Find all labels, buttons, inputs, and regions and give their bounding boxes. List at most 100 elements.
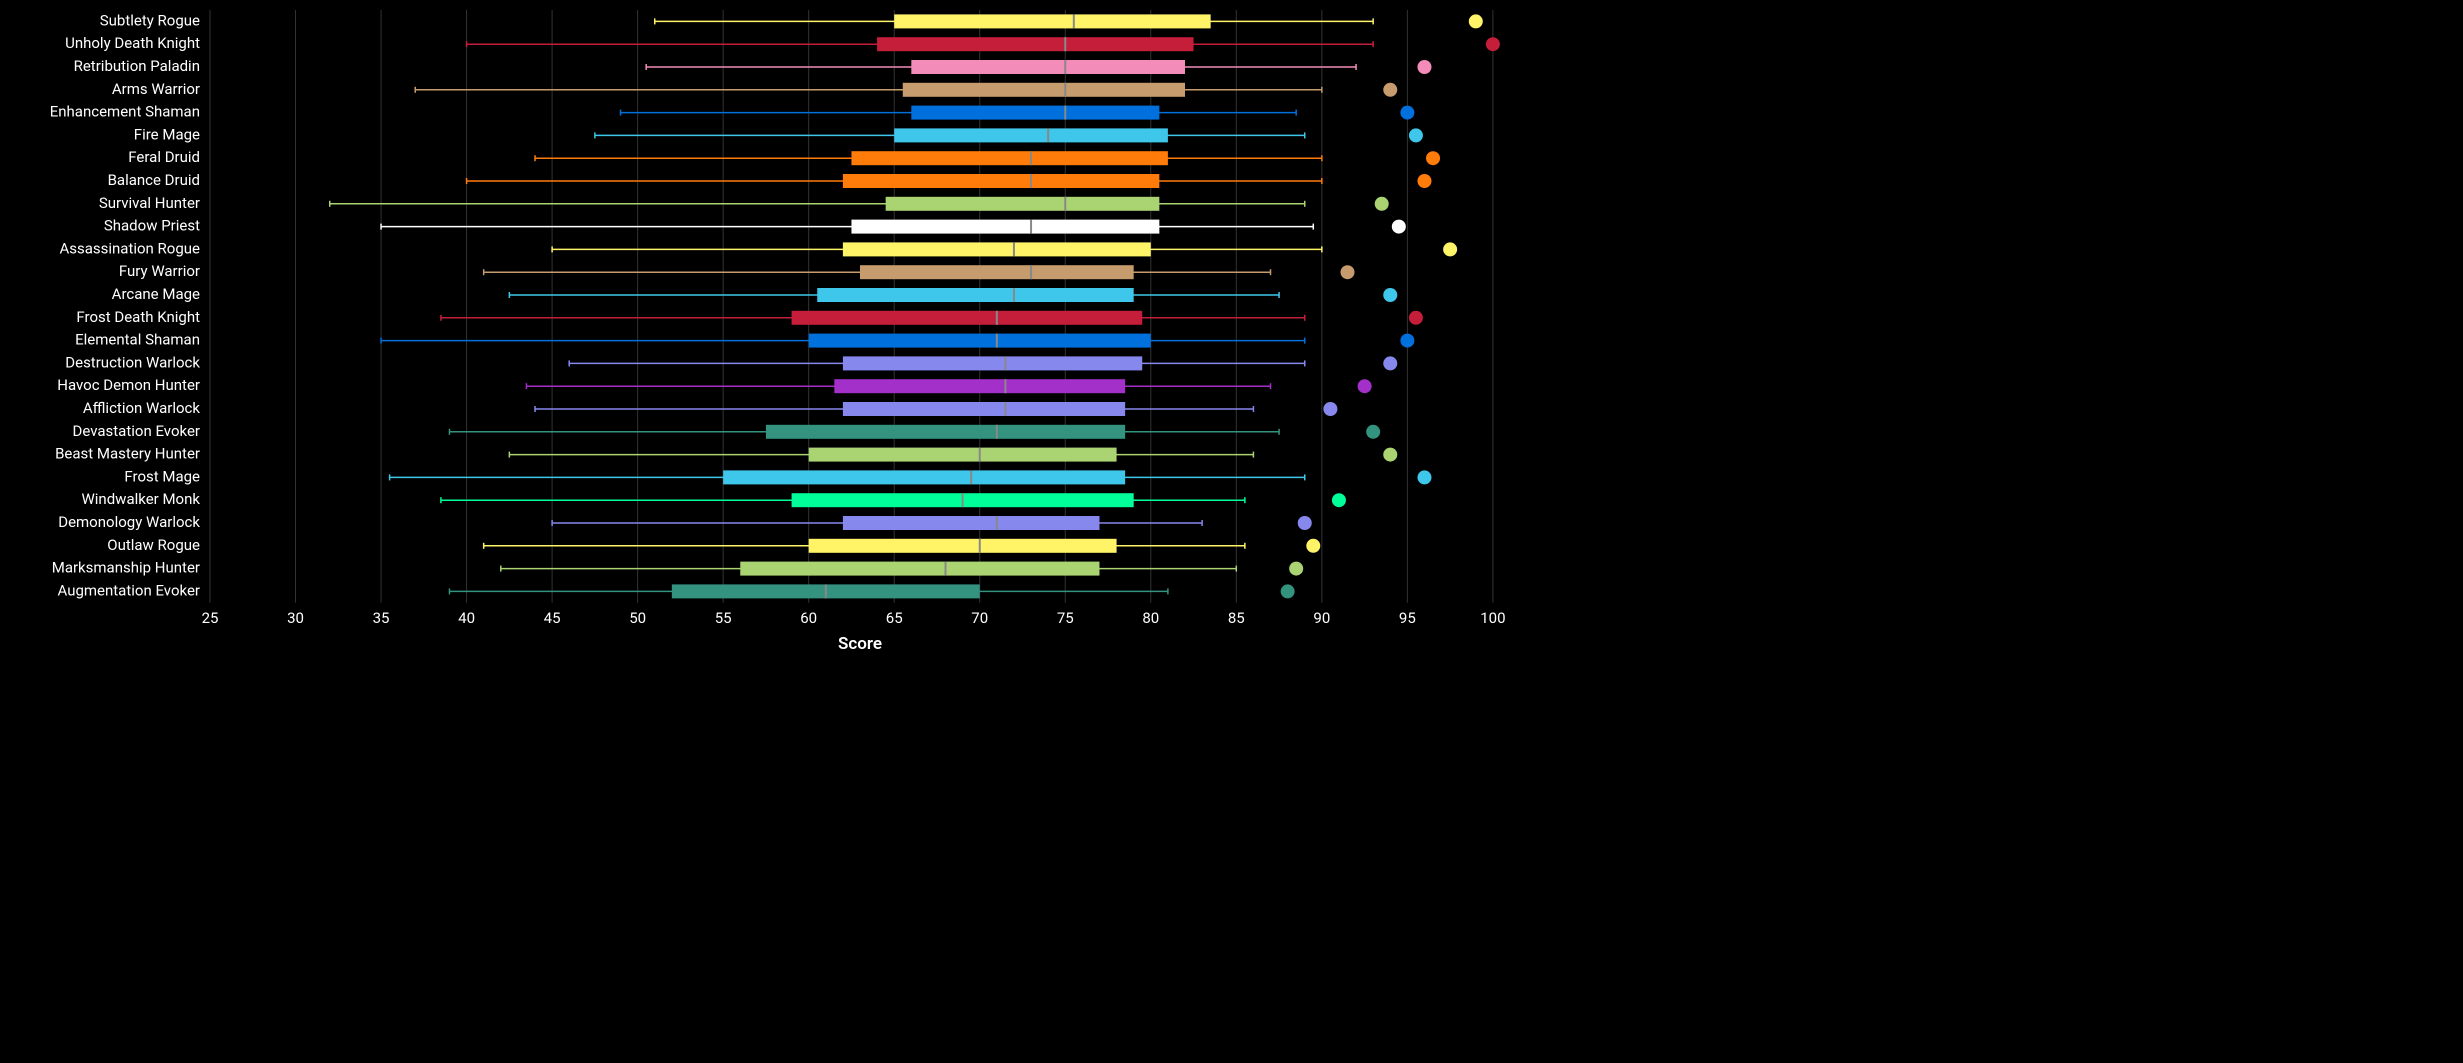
box: [877, 37, 1193, 51]
box: [911, 106, 1159, 120]
spec-label: Arcane Mage: [112, 285, 200, 303]
boxplot-row[interactable]: Assassination Rogue: [59, 239, 1457, 257]
outlier-point[interactable]: [1298, 516, 1312, 530]
boxplot-chart: 253035404550556065707580859095100ScoreSu…: [0, 0, 1540, 665]
spec-label: Balance Druid: [108, 171, 200, 189]
boxplot-row[interactable]: Fire Mage: [134, 125, 1423, 143]
spec-label: Enhancement Shaman: [50, 103, 200, 121]
boxplot-row[interactable]: Retribution Paladin: [74, 57, 1432, 75]
outlier-point[interactable]: [1417, 174, 1431, 188]
spec-label: Beast Mastery Hunter: [55, 445, 200, 463]
outlier-point[interactable]: [1366, 425, 1380, 439]
box: [843, 174, 1159, 188]
box: [851, 151, 1167, 165]
boxplot-row[interactable]: Survival Hunter: [99, 194, 1389, 212]
spec-label: Shadow Priest: [104, 217, 200, 235]
box: [723, 470, 1125, 484]
boxplot-row[interactable]: Frost Death Knight: [76, 308, 1422, 326]
outlier-point[interactable]: [1383, 356, 1397, 370]
outlier-point[interactable]: [1289, 562, 1303, 576]
outlier-point[interactable]: [1486, 37, 1500, 51]
box: [851, 220, 1159, 234]
spec-label: Havoc Demon Hunter: [57, 376, 200, 394]
outlier-point[interactable]: [1375, 197, 1389, 211]
box: [817, 288, 1133, 302]
boxplot-row[interactable]: Balance Druid: [108, 171, 1432, 189]
outlier-point[interactable]: [1409, 128, 1423, 142]
x-tick-label: 65: [886, 609, 903, 627]
boxplot-row[interactable]: Enhancement Shaman: [50, 103, 1415, 121]
x-tick-label: 35: [373, 609, 390, 627]
outlier-point[interactable]: [1306, 539, 1320, 553]
outlier-point[interactable]: [1417, 470, 1431, 484]
spec-label: Affliction Warlock: [83, 399, 201, 417]
outlier-point[interactable]: [1383, 83, 1397, 97]
outlier-point[interactable]: [1281, 584, 1295, 598]
box: [894, 14, 1210, 28]
boxplot-row[interactable]: Windwalker Monk: [81, 490, 1345, 508]
x-tick-label: 55: [715, 609, 732, 627]
box: [886, 197, 1160, 211]
box: [894, 128, 1168, 142]
outlier-point[interactable]: [1332, 493, 1346, 507]
x-tick-label: 85: [1228, 609, 1245, 627]
outlier-point[interactable]: [1400, 106, 1414, 120]
boxplot-row[interactable]: Elemental Shaman: [75, 331, 1414, 349]
outlier-point[interactable]: [1358, 379, 1372, 393]
outlier-point[interactable]: [1383, 288, 1397, 302]
outlier-point[interactable]: [1341, 265, 1355, 279]
outlier-point[interactable]: [1383, 448, 1397, 462]
spec-label: Fury Warrior: [119, 262, 200, 280]
boxplot-row[interactable]: Feral Druid: [128, 148, 1440, 166]
box: [766, 425, 1125, 439]
box: [809, 334, 1151, 348]
boxplot-row[interactable]: Devastation Evoker: [73, 422, 1381, 440]
box: [903, 83, 1185, 97]
boxplot-row[interactable]: Beast Mastery Hunter: [55, 445, 1397, 463]
boxplot-row[interactable]: Arms Warrior: [112, 80, 1397, 98]
x-tick-label: 100: [1480, 609, 1505, 627]
spec-label: Windwalker Monk: [81, 490, 200, 508]
boxplot-row[interactable]: Destruction Warlock: [65, 353, 1397, 371]
boxplot-row[interactable]: Frost Mage: [124, 467, 1431, 485]
boxplot-row[interactable]: Unholy Death Knight: [65, 34, 1500, 52]
box: [860, 265, 1134, 279]
spec-label: Frost Mage: [124, 467, 200, 485]
spec-label: Destruction Warlock: [65, 353, 200, 371]
spec-label: Arms Warrior: [112, 80, 200, 98]
box: [792, 311, 1143, 325]
outlier-point[interactable]: [1443, 242, 1457, 256]
boxplot-row[interactable]: Marksmanship Hunter: [52, 559, 1303, 577]
boxplot-row[interactable]: Shadow Priest: [104, 217, 1406, 235]
x-tick-label: 40: [458, 609, 475, 627]
x-tick-label: 75: [1057, 609, 1074, 627]
box: [843, 356, 1142, 370]
x-axis-title: Score: [838, 634, 882, 654]
outlier-point[interactable]: [1469, 14, 1483, 28]
outlier-point[interactable]: [1400, 334, 1414, 348]
spec-label: Marksmanship Hunter: [52, 559, 200, 577]
boxplot-row[interactable]: Arcane Mage: [112, 285, 1398, 303]
boxplot-row[interactable]: Subtlety Rogue: [100, 11, 1483, 29]
spec-label: Frost Death Knight: [76, 308, 200, 326]
spec-label: Survival Hunter: [99, 194, 200, 212]
spec-label: Assassination Rogue: [59, 239, 200, 257]
boxplot-row[interactable]: Havoc Demon Hunter: [57, 376, 1371, 394]
boxplot-row[interactable]: Outlaw Rogue: [107, 536, 1320, 554]
box: [809, 448, 1117, 462]
box: [843, 516, 1100, 530]
spec-label: Fire Mage: [134, 125, 200, 143]
boxplot-row[interactable]: Affliction Warlock: [83, 399, 1338, 417]
spec-label: Subtlety Rogue: [100, 11, 200, 29]
outlier-point[interactable]: [1417, 60, 1431, 74]
spec-label: Demonology Warlock: [58, 513, 200, 531]
outlier-point[interactable]: [1392, 220, 1406, 234]
boxplot-row[interactable]: Augmentation Evoker: [57, 581, 1294, 599]
boxplot-row[interactable]: Demonology Warlock: [58, 513, 1312, 531]
outlier-point[interactable]: [1323, 402, 1337, 416]
outlier-point[interactable]: [1426, 151, 1440, 165]
spec-label: Retribution Paladin: [74, 57, 200, 75]
outlier-point[interactable]: [1409, 311, 1423, 325]
boxplot-row[interactable]: Fury Warrior: [119, 262, 1355, 280]
box: [911, 60, 1185, 74]
